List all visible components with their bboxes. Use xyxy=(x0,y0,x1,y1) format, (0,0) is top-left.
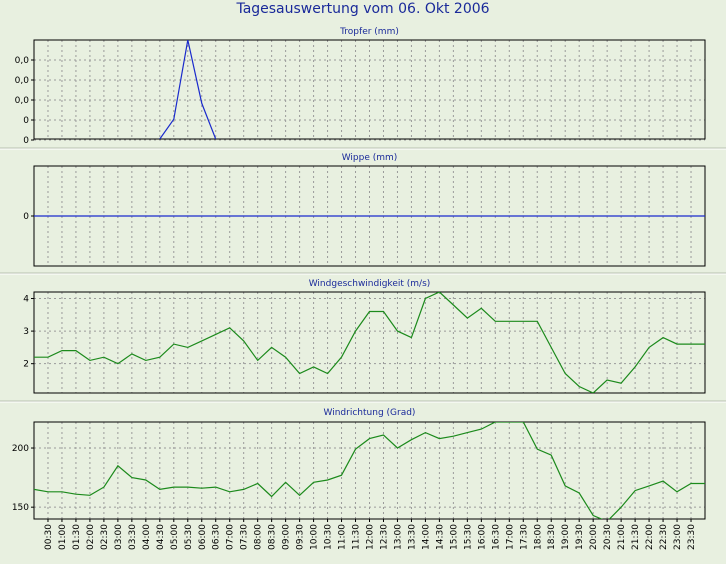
x-tick-label: 06:00 xyxy=(198,524,208,550)
panel-title-2: Wippe (mm) xyxy=(342,153,398,163)
x-tick-label: 21:00 xyxy=(617,524,627,550)
x-tick-label: 03:30 xyxy=(128,524,138,550)
main-title: Tagesauswertung vom 06. Okt 2006 xyxy=(236,1,490,17)
x-tick-label: 17:00 xyxy=(505,524,515,550)
plot-frame xyxy=(33,39,706,140)
x-tick-label: 13:30 xyxy=(407,524,417,550)
x-tick-label: 18:30 xyxy=(547,524,557,550)
series-line-4 xyxy=(34,422,705,519)
x-tick-label: 05:30 xyxy=(184,524,194,550)
x-tick-label: 10:00 xyxy=(310,524,320,550)
y-tick-label: 0 xyxy=(23,136,29,146)
x-tick-label: 19:00 xyxy=(561,524,571,550)
y-tick-label: 2 xyxy=(23,360,29,370)
x-tick-label: 10:30 xyxy=(324,524,334,550)
y-tick-label: 0,0 xyxy=(15,76,30,86)
x-tick-label: 08:30 xyxy=(268,524,278,550)
y-tick-label: 0,0 xyxy=(15,56,30,66)
x-tick-label: 19:30 xyxy=(575,524,585,550)
x-tick-label: 22:30 xyxy=(659,524,669,550)
x-tick-label: 01:00 xyxy=(58,524,68,550)
x-tick-label: 02:30 xyxy=(100,524,110,550)
x-tick-label: 09:30 xyxy=(296,524,306,550)
x-tick-label: 04:30 xyxy=(156,524,166,550)
y-tick-label: 3 xyxy=(23,327,29,337)
x-tick-label: 23:00 xyxy=(673,524,683,550)
x-tick-label: 16:00 xyxy=(477,524,487,550)
x-tick-label: 09:00 xyxy=(282,524,292,550)
y-tick-label: 4 xyxy=(23,295,29,305)
x-tick-label: 12:30 xyxy=(379,524,389,550)
panel-title-4: Windrichtung (Grad) xyxy=(324,408,416,418)
x-tick-label: 14:00 xyxy=(421,524,431,550)
series-line-1 xyxy=(159,40,217,139)
x-tick-label: 05:00 xyxy=(170,524,180,550)
x-tick-label: 02:00 xyxy=(86,524,96,550)
x-tick-label: 16:30 xyxy=(491,524,501,550)
x-tick-label: 03:00 xyxy=(114,524,124,550)
x-tick-label: 11:00 xyxy=(338,524,348,550)
x-tick-label: 22:00 xyxy=(645,524,655,550)
x-tick-label: 06:30 xyxy=(212,524,222,550)
panel-title-1: Tropfer (mm) xyxy=(339,27,399,37)
panel-title-3: Windgeschwindigkeit (m/s) xyxy=(309,279,431,289)
y-tick-label: 0 xyxy=(23,116,29,126)
x-tick-label: 00:30 xyxy=(44,524,54,550)
y-tick-label: 200 xyxy=(12,444,29,454)
plot-frame xyxy=(33,291,706,394)
plot-frame xyxy=(33,421,706,520)
x-tick-label: 20:00 xyxy=(589,524,599,550)
x-tick-label: 01:30 xyxy=(72,524,82,550)
x-tick-label: 07:30 xyxy=(240,524,250,550)
x-tick-label: 14:30 xyxy=(435,524,445,550)
x-tick-label: 20:30 xyxy=(603,524,613,550)
x-tick-label: 15:30 xyxy=(463,524,473,550)
y-tick-label: 0 xyxy=(23,212,29,222)
x-tick-label: 12:00 xyxy=(366,524,376,550)
x-tick-label: 08:00 xyxy=(254,524,264,550)
y-tick-label: 150 xyxy=(12,503,29,513)
y-tick-label: 0,0 xyxy=(15,96,30,106)
x-tick-label: 23:30 xyxy=(687,524,697,550)
x-tick-label: 04:00 xyxy=(142,524,152,550)
x-tick-label: 13:00 xyxy=(393,524,403,550)
x-tick-label: 21:30 xyxy=(631,524,641,550)
x-tick-label: 17:30 xyxy=(519,524,529,550)
series-line-3 xyxy=(34,292,705,393)
x-tick-label: 18:00 xyxy=(533,524,543,550)
x-tick-label: 07:00 xyxy=(226,524,236,550)
x-tick-label: 15:00 xyxy=(449,524,459,550)
x-tick-label: 11:30 xyxy=(352,524,362,550)
